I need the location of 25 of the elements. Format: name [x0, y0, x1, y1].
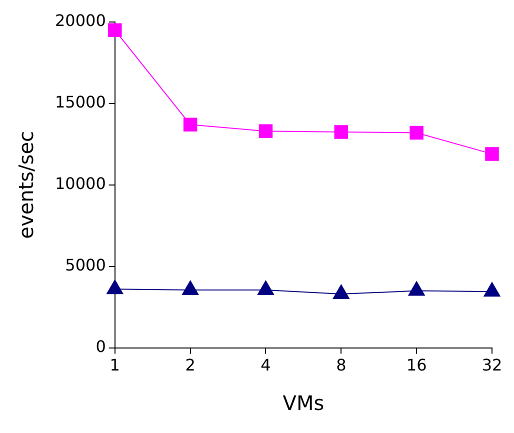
point — [258, 124, 273, 138]
point — [408, 281, 425, 296]
point — [334, 125, 348, 139]
y-tick-label: 5000 — [65, 256, 106, 275]
x-tick-label: 16 — [406, 356, 427, 375]
x-axis-title: VMs — [282, 391, 324, 416]
point — [484, 282, 500, 297]
point — [257, 280, 274, 295]
y-tick-label: 15000 — [54, 92, 106, 112]
y-tick-label: 10000 — [54, 174, 106, 194]
point — [108, 23, 122, 38]
point — [183, 118, 198, 132]
point — [410, 126, 424, 140]
x-tick-label: 2 — [185, 356, 196, 375]
point — [182, 280, 199, 295]
x-tick-label: 1 — [110, 356, 120, 375]
point — [106, 280, 124, 294]
y-axis-title: events/sec — [14, 130, 38, 239]
y-tick-label: 20000 — [54, 11, 106, 30]
x-tick-label: 32 — [482, 356, 502, 375]
x-tick-label: 8 — [336, 356, 346, 375]
point — [485, 147, 499, 161]
x-tick-label: 4 — [260, 356, 271, 375]
y-tick-label: 0 — [96, 336, 106, 356]
point — [332, 284, 350, 300]
